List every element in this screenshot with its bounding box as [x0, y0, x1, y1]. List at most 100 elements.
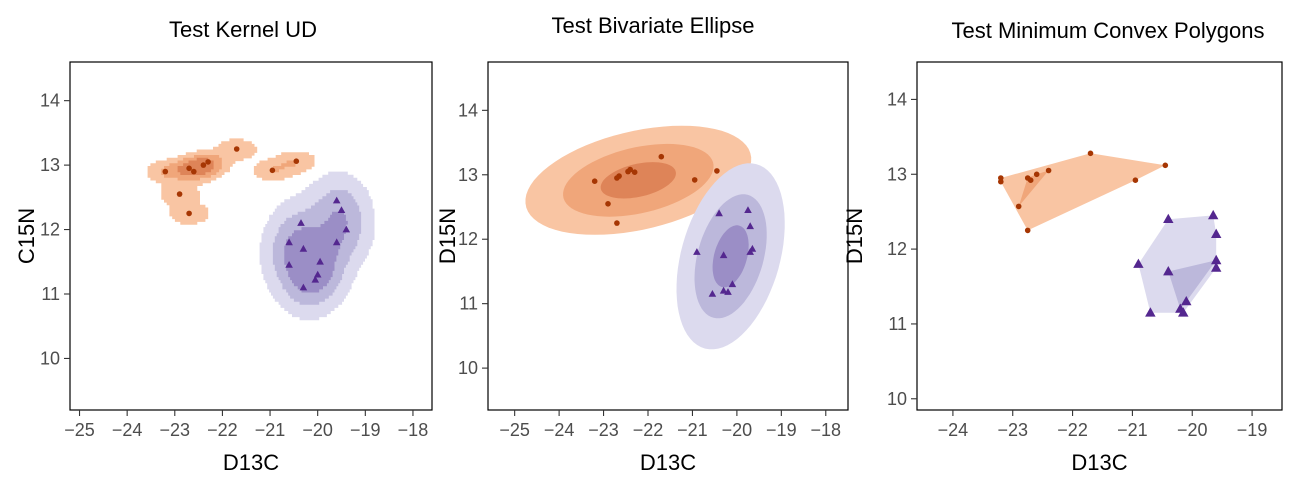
data-point-circle [591, 178, 598, 184]
x-tick-label: −23 [160, 420, 191, 440]
data-point-triangle [1178, 307, 1189, 317]
orange-polygon-outer [1000, 153, 1166, 231]
data-point-circle [1033, 171, 1040, 178]
x-tick-label: −22 [1057, 420, 1088, 440]
data-point-circle [616, 173, 622, 179]
data-point-triangle [1211, 254, 1222, 265]
data-point-circle [1045, 167, 1052, 174]
panel-1 [64, 61, 433, 416]
x-tick-label: −21 [1117, 420, 1148, 440]
data-point-circle [186, 210, 192, 217]
x-tick-label: −20 [722, 420, 753, 440]
data-point-circle [1087, 150, 1094, 157]
orange-polygon-middle [1018, 170, 1049, 207]
data-point-triangle [744, 206, 752, 213]
purple-polygon-middle [1168, 260, 1217, 309]
x-tick-label: −19 [1237, 420, 1268, 440]
panel-title: Test Minimum Convex Polygons [951, 18, 1264, 43]
panel-title: Test Bivariate Ellipse [552, 13, 755, 38]
data-point-circle [631, 169, 638, 175]
data-point-triangle [1181, 296, 1192, 306]
data-point-circle [605, 201, 611, 207]
data-point-triangle [746, 222, 754, 230]
data-point-circle [186, 165, 192, 172]
data-point-circle [191, 168, 197, 175]
kernel-contour [284, 211, 348, 293]
data-point-circle [205, 159, 211, 165]
data-point-triangle [719, 286, 728, 294]
data-point-circle [1132, 177, 1139, 183]
y-tick-label: 10 [40, 348, 60, 368]
data-point-circle [1162, 162, 1169, 169]
data-point-circle [293, 158, 300, 164]
data-point-circle [714, 168, 720, 174]
data-point-triangle [719, 251, 728, 259]
plot-area [998, 150, 1222, 317]
y-tick-label: 13 [458, 165, 478, 185]
x-tick-label: −25 [499, 420, 530, 440]
data-point-circle [269, 167, 276, 174]
plot-frame [487, 61, 849, 411]
data-point-circle [614, 220, 620, 226]
orange-ellipse-inner [600, 162, 676, 199]
data-point-circle [1027, 177, 1034, 183]
y-tick-label: 13 [887, 164, 907, 184]
y-tick-label: 11 [41, 284, 60, 304]
data-point-triangle [299, 244, 308, 252]
x-tick-label: −18 [811, 420, 842, 440]
x-tick-label: −22 [207, 420, 238, 440]
x-tick-label: −23 [588, 420, 619, 440]
data-point-circle [998, 175, 1004, 181]
data-point-triangle [1163, 213, 1174, 223]
panel-title: Test Kernel UD [169, 17, 317, 42]
data-point-circle [1024, 227, 1031, 234]
x-tick-label: −20 [1177, 420, 1208, 440]
data-point-triangle [1211, 262, 1222, 272]
data-point-triangle [1211, 228, 1222, 238]
y-tick-label: 13 [40, 155, 60, 175]
x-tick-label: −19 [350, 420, 381, 440]
y-tick-label: 12 [887, 239, 907, 259]
data-point-triangle [715, 209, 723, 217]
x-tick-label: −22 [633, 420, 664, 440]
data-point-triangle [313, 270, 322, 278]
x-tick-label: −23 [997, 420, 1028, 440]
data-point-triangle [1163, 266, 1174, 276]
data-point-triangle [332, 196, 341, 204]
x-tick-label: −21 [677, 420, 708, 440]
data-point-circle [200, 162, 207, 168]
x-axis-title: D13C [223, 450, 279, 475]
y-tick-label: 14 [40, 91, 60, 111]
x-tick-label: −24 [112, 420, 143, 440]
y-tick-label: 10 [458, 358, 478, 378]
data-point-triangle [285, 261, 293, 268]
data-point-triangle [746, 248, 754, 255]
data-point-circle [691, 177, 698, 183]
purple-ellipse-inner [712, 225, 749, 288]
y-tick-label: 12 [40, 220, 60, 240]
data-point-circle [1015, 203, 1022, 210]
plot-frame [69, 61, 433, 411]
y-axis-title: C15N [14, 208, 39, 264]
data-point-triangle [316, 257, 324, 265]
data-point-circle [627, 166, 633, 173]
data-point-triangle [1208, 209, 1219, 220]
panel-2 [482, 61, 849, 416]
y-tick-label: 14 [458, 100, 478, 120]
data-point-circle [162, 168, 169, 175]
data-point-triangle [708, 290, 717, 297]
y-tick-label: 14 [887, 89, 907, 109]
y-tick-label: 10 [887, 389, 907, 409]
plot-frame [916, 61, 1283, 411]
data-point-triangle [299, 283, 308, 291]
data-point-circle [233, 146, 240, 152]
data-point-circle [658, 153, 665, 160]
data-point-triangle [342, 225, 351, 233]
data-point-triangle [297, 219, 305, 226]
data-point-triangle [337, 206, 346, 213]
plot-area [147, 138, 375, 321]
x-tick-label: −18 [398, 420, 429, 440]
y-tick-label: 11 [459, 294, 478, 314]
